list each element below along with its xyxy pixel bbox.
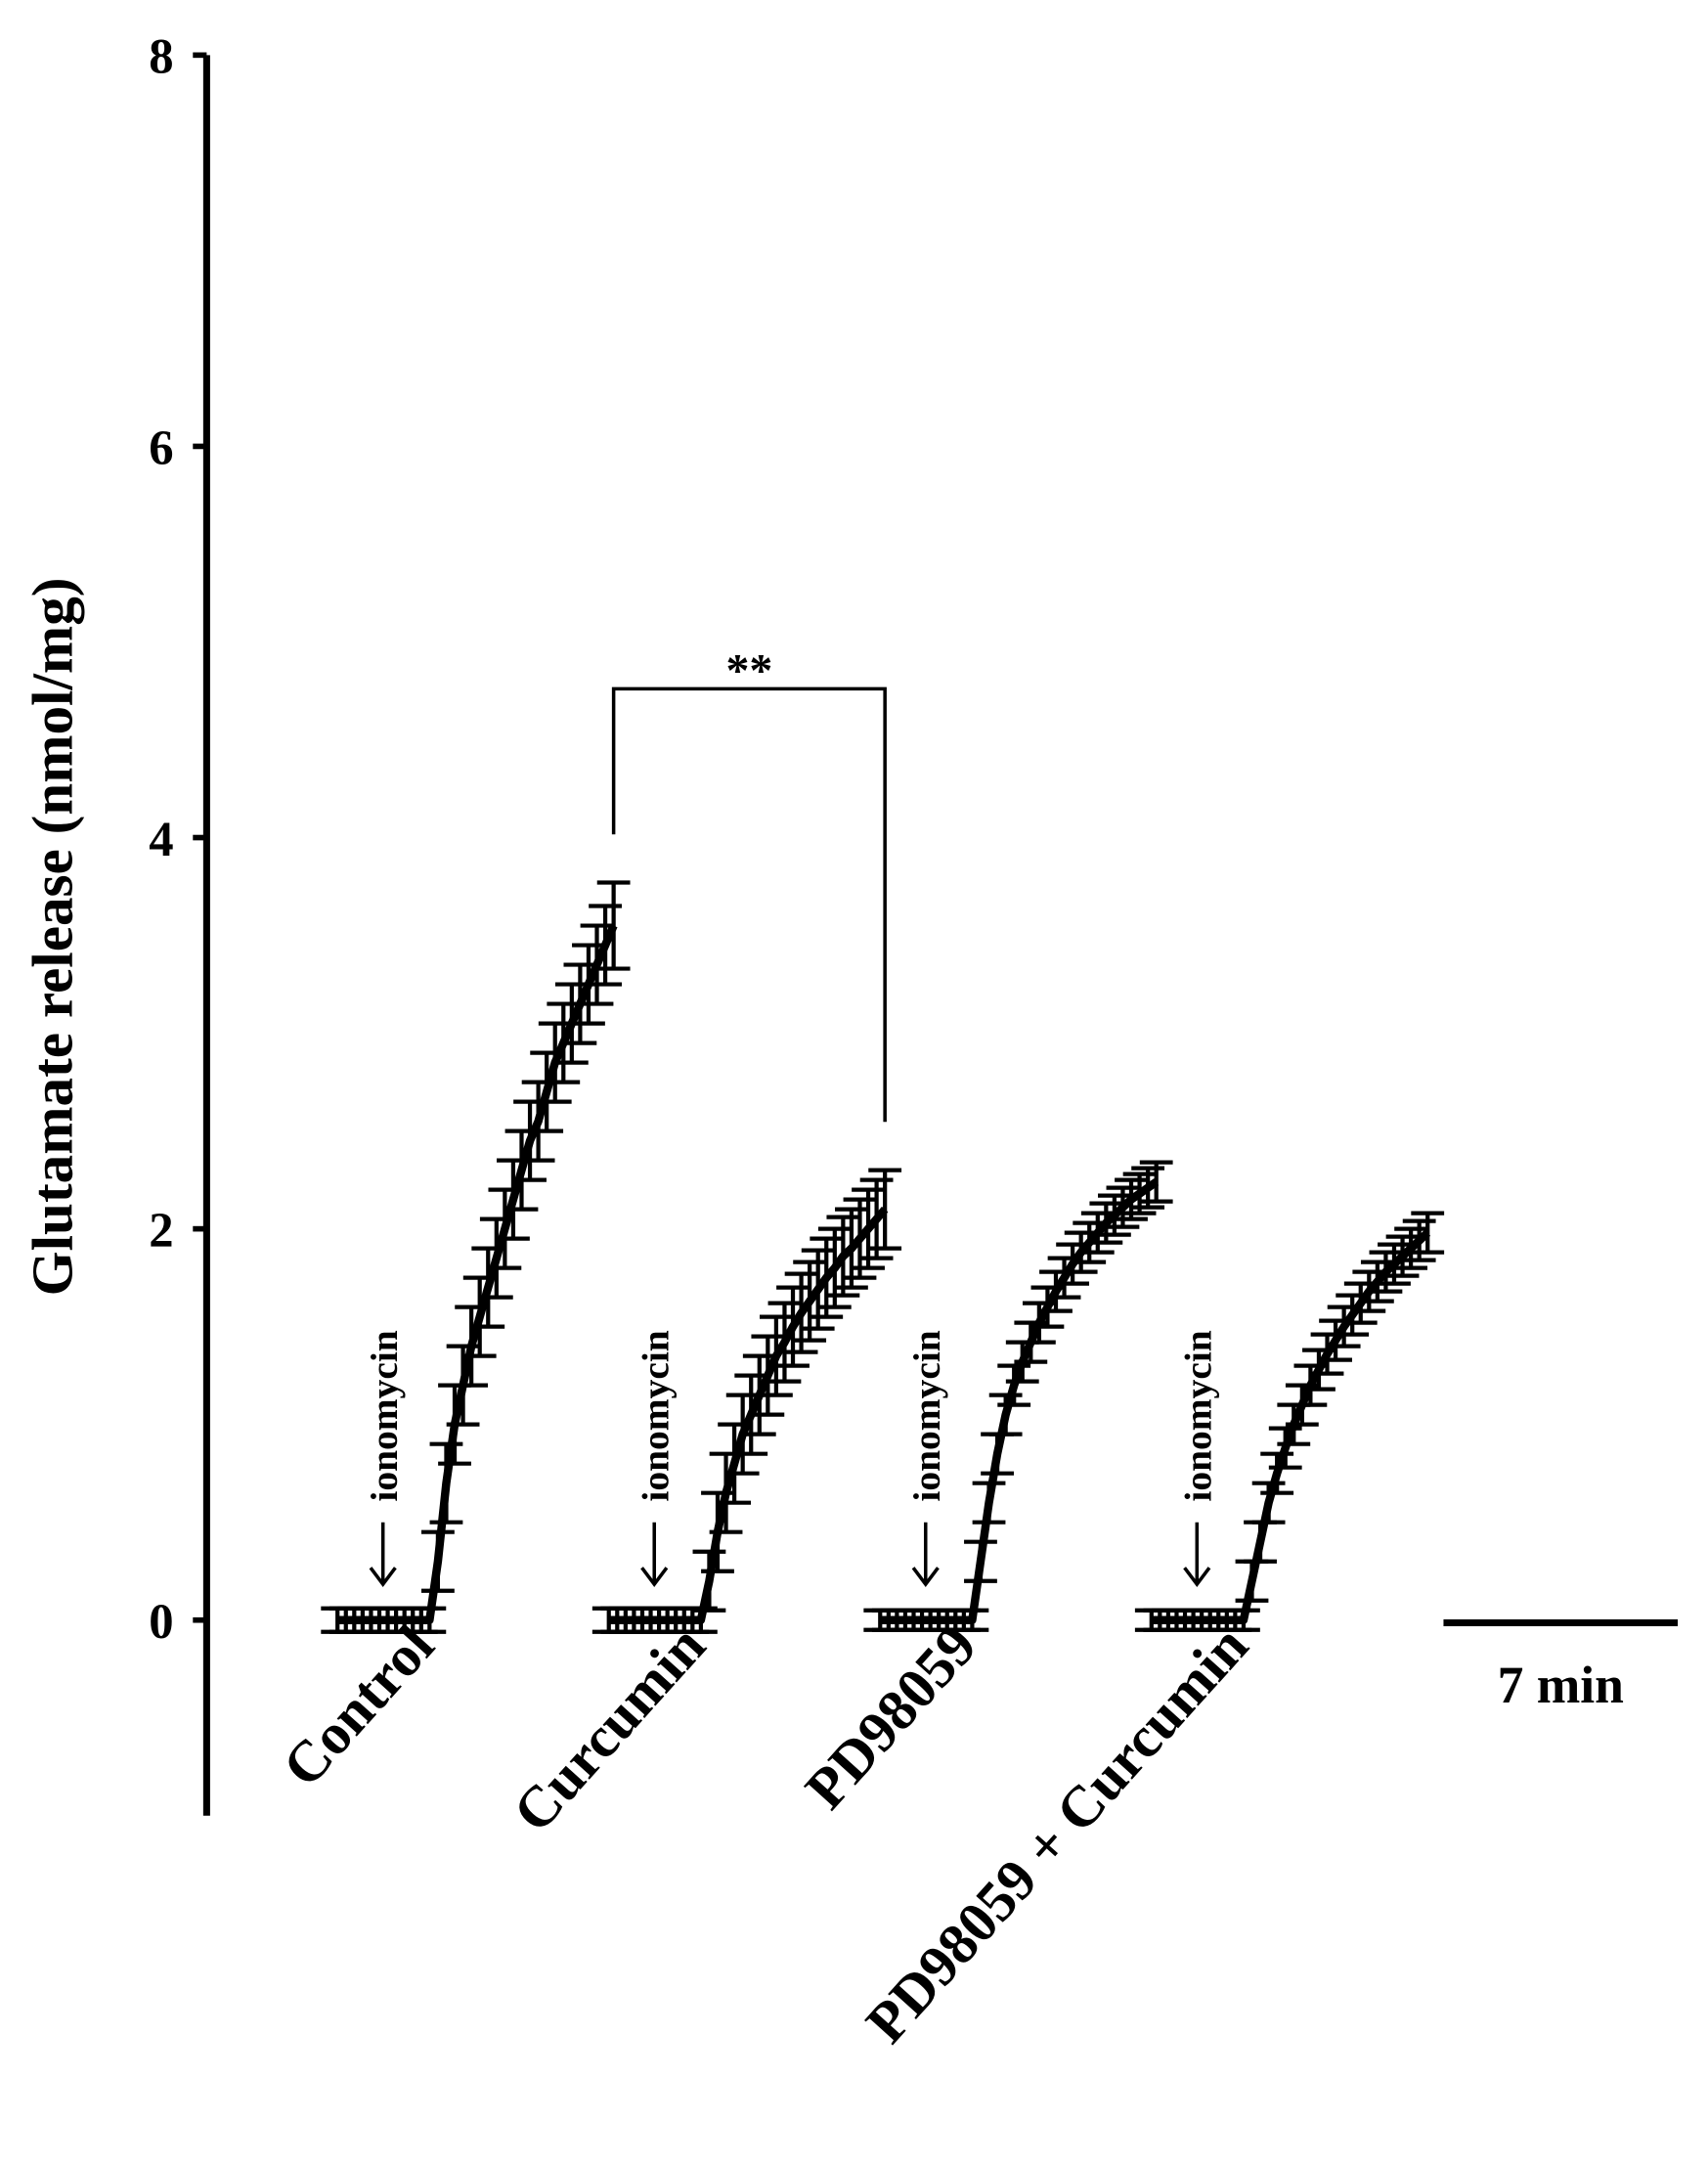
stimulus-label: ionomycin [1176, 1330, 1219, 1501]
series-line [337, 923, 618, 1624]
y-tick-label: 0 [149, 1594, 173, 1649]
stimulus-label: ionomycin [363, 1330, 406, 1501]
significance-label: ** [725, 645, 772, 697]
series-line [608, 1206, 889, 1624]
stimulus-arrow [369, 1522, 397, 1588]
stimulus-arrow [911, 1522, 940, 1588]
series-line [880, 1178, 1160, 1624]
y-tick-label: 8 [149, 29, 173, 84]
y-tick-label: 2 [149, 1203, 173, 1258]
series-label: PD98059 [793, 1613, 989, 1821]
series-label: Curcumin [501, 1613, 718, 1843]
y-tick-label: 6 [149, 420, 173, 475]
stimulus-label: ionomycin [905, 1330, 948, 1501]
series-line [1151, 1229, 1431, 1624]
series-label: Control [270, 1613, 446, 1798]
stimulus-label: ionomycin [634, 1330, 677, 1501]
scale-bar-label: 7 min [1498, 1656, 1624, 1714]
y-tick-label: 4 [149, 812, 173, 866]
significance-bracket [611, 686, 887, 1123]
stimulus-arrow [640, 1522, 669, 1588]
stimulus-arrow [1183, 1522, 1211, 1588]
y-axis-title: Glutamate release (nmol/mg) [20, 578, 84, 1297]
